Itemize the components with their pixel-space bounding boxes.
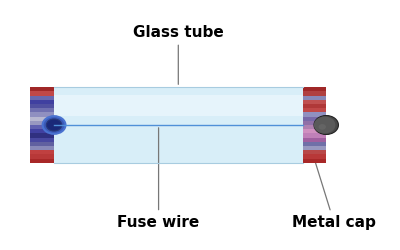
Bar: [54, 95, 302, 116]
Bar: [30, 87, 54, 91]
Bar: [30, 154, 54, 159]
Ellipse shape: [319, 124, 326, 130]
Bar: [30, 125, 54, 129]
Bar: [30, 100, 54, 104]
Bar: [30, 116, 54, 121]
Ellipse shape: [314, 116, 336, 134]
Bar: [30, 96, 54, 100]
Ellipse shape: [43, 116, 66, 134]
Bar: [30, 150, 54, 154]
Text: Metal cap: Metal cap: [292, 146, 376, 230]
Bar: [302, 125, 326, 129]
Bar: [30, 146, 54, 150]
Bar: [302, 116, 326, 121]
Bar: [302, 91, 326, 96]
Bar: [302, 159, 326, 163]
Bar: [302, 154, 326, 159]
Ellipse shape: [314, 116, 338, 134]
Bar: [30, 121, 54, 125]
Ellipse shape: [46, 119, 62, 131]
Bar: [302, 112, 326, 116]
Bar: [30, 129, 54, 134]
Bar: [302, 150, 326, 154]
Bar: [30, 138, 54, 142]
Bar: [302, 134, 326, 138]
Bar: [302, 146, 326, 150]
Bar: [30, 112, 54, 116]
Bar: [302, 104, 326, 108]
Bar: [30, 104, 54, 108]
Text: Glass tube: Glass tube: [133, 24, 224, 84]
Bar: [302, 138, 326, 142]
Bar: [302, 129, 326, 134]
Bar: [30, 91, 54, 96]
Bar: [30, 142, 54, 146]
Bar: [302, 121, 326, 125]
Bar: [302, 108, 326, 112]
Bar: [302, 96, 326, 100]
Bar: [302, 87, 326, 91]
Bar: [30, 159, 54, 163]
Bar: [54, 87, 302, 163]
Bar: [302, 142, 326, 146]
Bar: [302, 100, 326, 104]
Bar: [30, 108, 54, 112]
Text: Fuse wire: Fuse wire: [118, 128, 200, 230]
Bar: [30, 134, 54, 138]
